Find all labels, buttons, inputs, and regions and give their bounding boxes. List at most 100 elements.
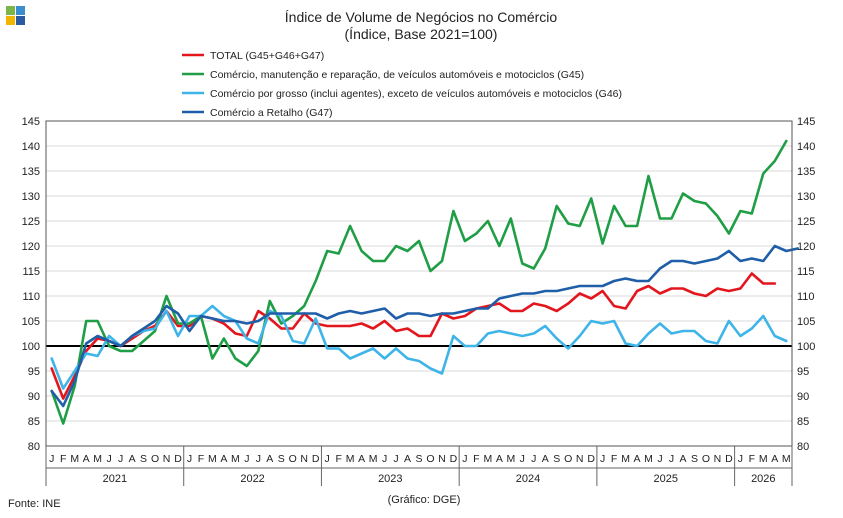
ine-logo-icon [6,6,25,25]
y-tick-right: 130 [797,191,815,203]
legend-label-g47: Comércio a Retalho (G47) [210,107,333,119]
y-tick-right: 100 [797,341,815,353]
x-tick-month: M [759,453,768,465]
x-tick-year: 2023 [378,473,402,485]
x-tick-month: J [382,453,387,465]
x-tick-month: M [644,453,653,465]
y-axis-right: 80 85 90 95 100 105 110 115 120 125 130 135 140 145 [797,116,815,453]
x-tick-month: F [473,453,479,465]
x-tick-month: N [714,453,722,465]
x-tick-month: O [564,453,572,465]
x-tick-month: D [725,453,733,465]
x-tick-month: D [312,453,320,465]
legend-label-g46: Comércio por grosso (inclui agentes), ex… [210,88,622,100]
x-tick-month: J [531,453,536,465]
y-tick-left: 95 [28,366,40,378]
x-tick-year: 2025 [654,473,678,485]
y-tick-right: 85 [797,416,809,428]
x-tick-month: M [369,453,378,465]
y-tick-left: 140 [22,141,40,153]
x-tick-month: A [404,453,411,465]
y-tick-right: 125 [797,216,815,228]
x-tick-month: A [634,453,641,465]
x-tick-month: J [738,453,743,465]
x-tick-month: A [542,453,549,465]
x-tick-month: A [679,453,686,465]
x-tick-month: A [129,453,136,465]
series-line-g46 [50,304,788,390]
x-tick-month: J [187,453,192,465]
x-tick-month: J [118,453,123,465]
x-tick-month: F [611,453,617,465]
y-tick-right: 120 [797,241,815,253]
x-tick-month: O [151,453,159,465]
x-tick-month: A [220,453,227,465]
x-tick-month: J [106,453,111,465]
credit-note: (Gráfico: DGE) [388,494,461,506]
legend-label-total: TOTAL (G45+G46+G47) [210,50,324,62]
chart-title: Índice de Volume de Negócios no Comércio [285,9,558,25]
x-tick-month: S [278,453,285,465]
x-tick-month: A [83,453,90,465]
series-line-g47 [50,244,800,408]
y-tick-left: 80 [28,441,40,453]
x-tick-month: M [483,453,492,465]
y-tick-left: 130 [22,191,40,203]
y-tick-left: 115 [22,266,40,278]
x-tick-month: D [450,453,458,465]
x-tick-month: N [438,453,446,465]
x-tick-month: J [669,453,674,465]
x-tick-month: N [163,453,171,465]
x-tick-month: N [300,453,308,465]
x-tick-month: J [393,453,398,465]
x-tick-month: M [346,453,355,465]
x-tick-month: S [553,453,560,465]
y-tick-left: 125 [22,216,40,228]
x-tick-month: M [506,453,515,465]
x-tick-month: M [621,453,630,465]
y-tick-right: 135 [797,166,815,178]
x-tick-month: M [70,453,79,465]
x-tick-year: 2024 [516,473,540,485]
x-tick-month: A [358,453,365,465]
y-axis-left: 80 85 90 95 100 105 110 115 120 125 130 135 140 145 [22,116,40,453]
x-tick-month: S [415,453,422,465]
x-tick-month: J [657,453,662,465]
x-tick-month: F [335,453,341,465]
x-tick-month: F [60,453,66,465]
x-tick-month: M [208,453,217,465]
y-tick-right: 95 [797,366,809,378]
x-tick-year: 2021 [103,473,127,485]
x-tick-month: D [587,453,595,465]
x-tick-month: A [771,453,778,465]
x-tick-month: M [93,453,102,465]
x-tick-month: J [49,453,54,465]
y-tick-left: 145 [22,116,40,128]
x-tick-month: J [462,453,467,465]
x-tick-month: F [198,453,204,465]
y-tick-left: 110 [22,291,40,303]
y-tick-left: 105 [22,316,40,328]
x-tick-month: J [325,453,330,465]
legend-label-g45: Comércio, manutenção e reparação, de veí… [210,69,584,81]
x-tick-month: S [140,453,147,465]
x-tick-month: O [702,453,710,465]
x-tick-month: M [782,453,791,465]
x-tick-month: M [231,453,240,465]
y-tick-right: 110 [797,291,815,303]
x-tick-month: O [426,453,434,465]
x-tick-month: A [266,453,273,465]
y-tick-left: 135 [22,166,40,178]
legend: TOTAL (G45+G46+G47) Comércio, manutenção… [182,50,622,119]
x-tick-month: N [576,453,584,465]
x-tick-month: A [496,453,503,465]
x-tick-year: 2026 [751,473,775,485]
x-tick-month: F [749,453,755,465]
x-tick-month: S [691,453,698,465]
y-tick-right: 90 [797,391,809,403]
plot-frame [45,120,793,447]
y-tick-right: 115 [797,266,815,278]
x-tick-month: D [174,453,182,465]
